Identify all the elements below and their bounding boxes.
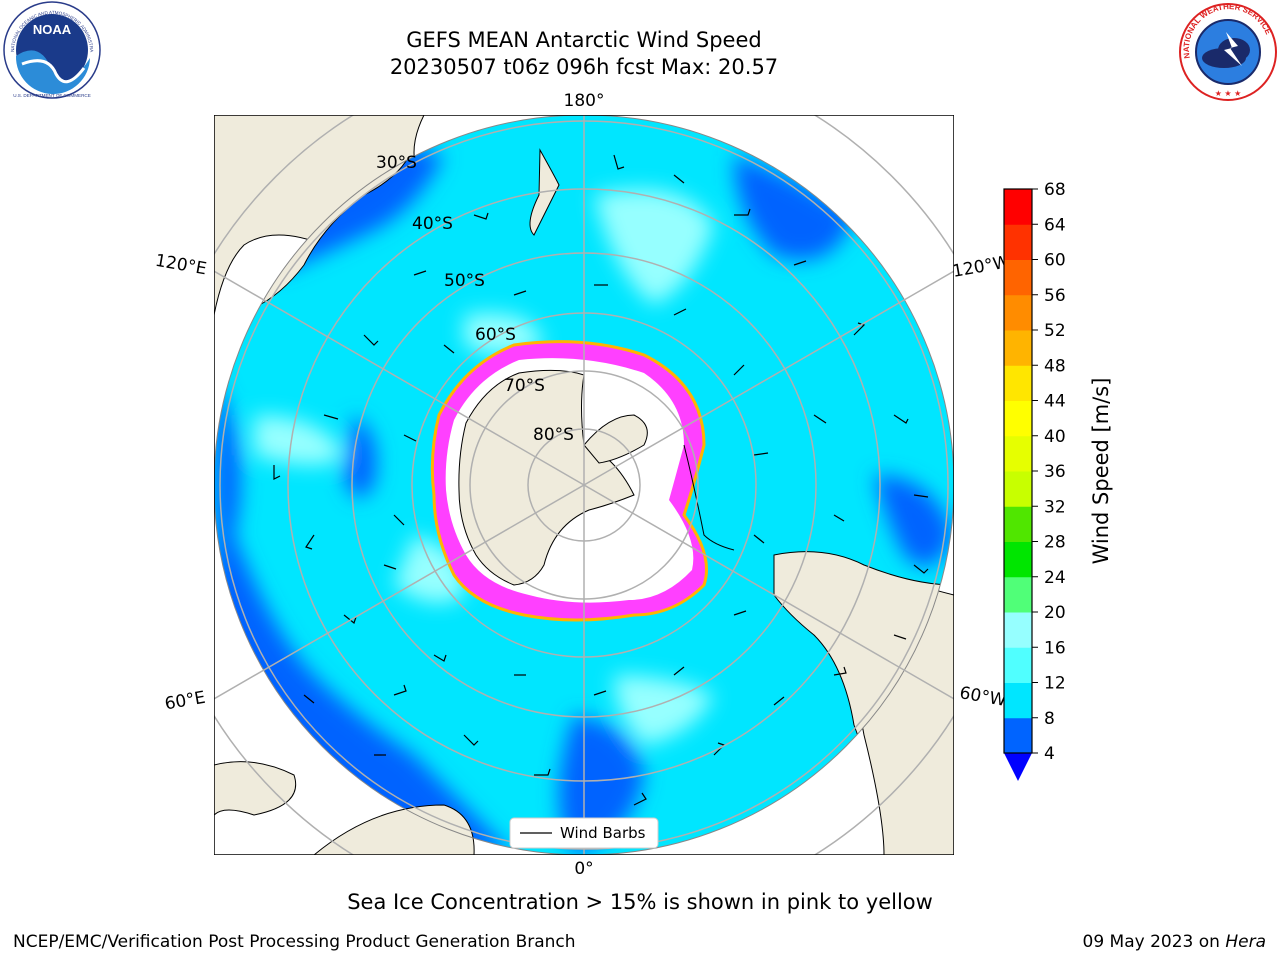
colorbar-bin: [1004, 612, 1032, 648]
colorbar-bin: [1004, 365, 1032, 401]
lat-label-60s: 60°S: [475, 325, 516, 345]
colorbar-under-arrow: [1004, 753, 1032, 781]
colorbar-tick-label: 32: [1044, 497, 1066, 517]
lon-label-60e: 60°E: [163, 688, 207, 715]
colorbar-tick-label: 48: [1044, 356, 1066, 376]
colorbar-label: Wind Speed [m/s]: [1089, 378, 1113, 565]
colorbar-tick-label: 12: [1044, 674, 1066, 694]
antarctic-map: Wind Barbs 30°S 40°S 50°S 60°S 70°S 80°S: [214, 115, 954, 855]
colorbar-bin: [1004, 471, 1032, 507]
noaa-bottom-text: U.S. DEPARTMENT OF COMMERCE: [13, 93, 91, 98]
colorbar-bin: [1004, 717, 1032, 754]
colorbar-bin: [1004, 189, 1032, 225]
colorbar-tick-label: 44: [1044, 392, 1066, 412]
lat-label-70s: 70°S: [504, 376, 545, 396]
lon-label-180: 180°: [564, 91, 605, 111]
colorbar-tick-label: 68: [1044, 180, 1066, 200]
graticule: [214, 115, 954, 855]
colorbar-bin: [1004, 435, 1032, 472]
colorbar-bin: [1004, 647, 1032, 683]
colorbar-tick-label: 16: [1044, 638, 1066, 658]
lat-label-50s: 50°S: [444, 271, 485, 291]
lon-label-0: 0°: [574, 859, 593, 879]
colorbar-bin: [1004, 400, 1032, 437]
wind-barb-legend: Wind Barbs: [509, 817, 659, 849]
legend-label: Wind Barbs: [560, 824, 646, 842]
colorbar-tick-label: 4: [1044, 744, 1055, 764]
colorbar-bin: [1004, 541, 1032, 578]
colorbar-bin: [1004, 259, 1032, 296]
colorbar-tick-label: 60: [1044, 251, 1066, 271]
lat-label-30s: 30°S: [376, 153, 417, 173]
wind-barbs: [273, 154, 929, 806]
footer-machine: Hera: [1225, 932, 1266, 952]
colorbar-tick-label: 52: [1044, 321, 1066, 341]
chart-title: GEFS MEAN Antarctic Wind Speed: [406, 28, 762, 52]
lon-label-120e: 120°E: [154, 251, 208, 280]
svg-text:★ ★ ★: ★ ★ ★: [1215, 89, 1242, 98]
colorbar-tick-label: 40: [1044, 427, 1066, 447]
colorbar-bin: [1004, 576, 1032, 613]
lat-label-80s: 80°S: [533, 425, 574, 445]
colorbar-bins: [1004, 189, 1032, 754]
colorbar-bin: [1004, 682, 1032, 719]
colorbar-tick-label: 20: [1044, 603, 1066, 623]
colorbar-bin: [1004, 224, 1032, 260]
sea-ice-caption: Sea Ice Concentration > 15% is shown in …: [347, 890, 933, 914]
colorbar-bin: [1004, 330, 1032, 366]
colorbar-tick-label: 24: [1044, 568, 1066, 588]
noaa-logo: NOAA NATIONAL OCEANIC AND ATMOSPHERIC AD…: [0, 0, 101, 99]
footer-credit: NCEP/EMC/Verification Post Processing Pr…: [13, 932, 576, 952]
colorbar-tick-label: 28: [1044, 533, 1066, 553]
footer-date-text: 09 May 2023 on: [1082, 932, 1220, 952]
footer-date: 09 May 2023 on Hera: [1083, 932, 1267, 952]
colorbar-tick-label: 8: [1044, 709, 1055, 729]
nws-logo: NATIONAL WEATHER SERVICE ★ ★ ★: [1179, 2, 1277, 101]
colorbar-bin: [1004, 506, 1032, 542]
lat-label-40s: 40°S: [412, 214, 453, 234]
colorbar-tick-label: 36: [1044, 462, 1066, 482]
chart-subtitle: 20230507 t06z 096h fcst Max: 20.57: [389, 55, 779, 79]
colorbar-tick-label: 56: [1044, 286, 1066, 306]
noaa-logo-text: NOAA: [33, 22, 72, 37]
colorbar-tick-label: 64: [1044, 215, 1066, 235]
colorbar-bin: [1004, 294, 1032, 331]
